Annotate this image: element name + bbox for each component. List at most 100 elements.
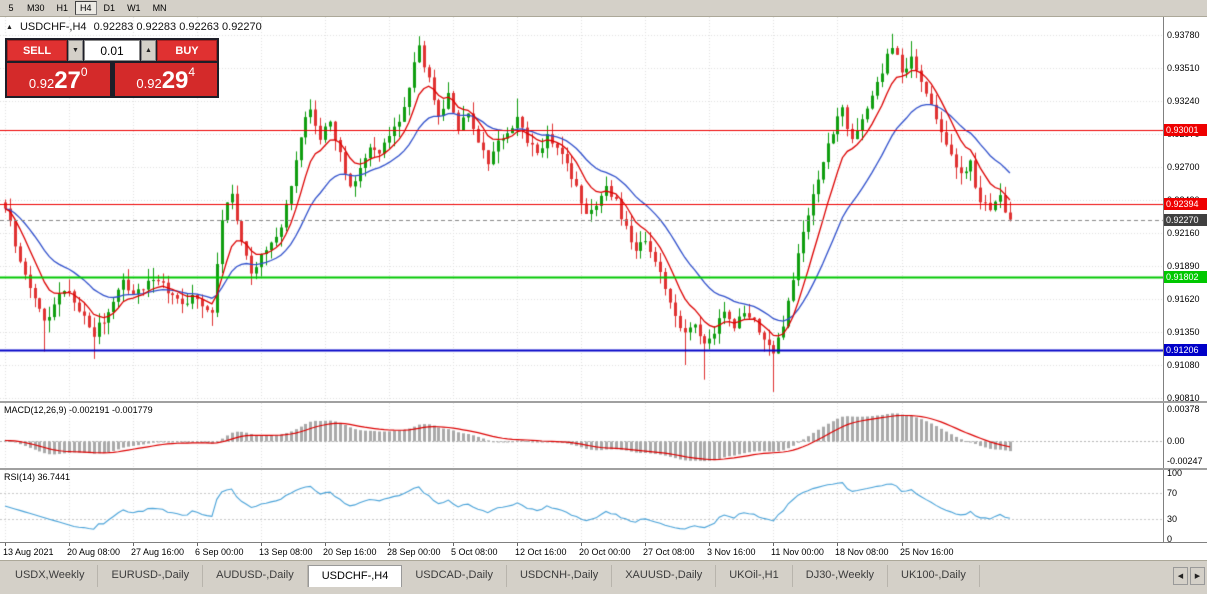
price-tick-label: 0.90810 [1167,393,1200,404]
tabs-scroll-right-button[interactable]: ▶ [1190,567,1205,585]
price-axis[interactable]: 0.937800.935100.932400.929700.927000.924… [1163,17,1207,404]
time-label: 20 Aug 08:00 [67,547,121,557]
hline-price-label: 0.91206 [1164,343,1207,356]
rsi-tick-label: 0 [1167,534,1173,545]
chart-tab-xauusd-daily[interactable]: XAUUSD-,Daily [612,565,717,587]
one-click-trading-widget: SELL ▼ ▲ BUY 0.92 27 0 0.92 [5,38,219,98]
chart-tab-dj30-weekly[interactable]: DJ30-,Weekly [793,565,889,587]
timeframe-button-5[interactable]: 5 [2,1,20,15]
time-label: 28 Sep 00:00 [387,547,441,557]
time-label: 27 Aug 16:00 [131,547,185,557]
price-tick-label: 0.92160 [1167,228,1200,238]
chart-tab-audusd-daily[interactable]: AUDUSD-,Daily [203,565,308,587]
chart-tab-usdcnh-daily[interactable]: USDCNH-,Daily [507,565,613,587]
buy-price-display[interactable]: 0.92 29 4 [114,63,217,96]
sell-price-display[interactable]: 0.92 27 0 [7,63,110,96]
time-label: 11 Nov 00:00 [771,547,824,557]
time-axis-tick [709,543,710,546]
price-tick-label: 0.91620 [1167,294,1200,304]
rsi-tick-label: 70 [1167,487,1178,498]
time-label: 13 Sep 08:00 [259,547,313,557]
rsi-pane: RSI(14) 36.7441 100 70 30 0 [0,467,1207,545]
chart-tabs-bar: USDX,Weekly EURUSD-,Daily AUDUSD-,Daily USD… [0,560,1207,594]
hline-price-label: 0.92394 [1164,198,1207,211]
time-label: 12 Oct 16:00 [515,547,567,557]
macd-tick-label: -0.00247 [1167,456,1203,467]
timeframe-button-h1[interactable]: H1 [51,1,74,15]
rsi-label: RSI(14) 36.7441 [4,472,71,482]
price-pane: ▲ USDCHF-,H4 0.92283 0.92283 0.92263 0.9… [0,17,1207,404]
buy-button[interactable]: BUY [157,40,217,61]
chart-tab-ukoil-h1[interactable]: UKOil-,H1 [716,565,793,587]
chart-ohlc-values: 0.92283 0.92283 0.92263 0.92270 [93,21,262,33]
symbol-marker-icon: ▲ [6,23,13,31]
time-axis-tick [69,543,70,546]
sell-button[interactable]: SELL [7,40,67,61]
time-axis[interactable]: 13 Aug 2021 20 Aug 08:00 27 Aug 16:00 6 Sep… [0,542,1207,560]
timeframe-button-mn[interactable]: MN [147,1,172,15]
sell-price-pips: 27 [54,67,81,94]
time-axis-tick [902,543,903,546]
macd-pane: MACD(12,26,9) -0.002191 -0.001779 0.0037… [0,403,1207,468]
chart-tab-usdchf-h4[interactable]: USDCHF-,H4 [307,565,403,587]
chart-tab-eurusd-daily[interactable]: EURUSD-,Daily [98,565,204,587]
time-axis-tick [389,543,390,546]
chart-tab-uk100-daily[interactable]: UK100-,Daily [888,565,980,587]
time-axis-tick [197,543,198,546]
time-label: 18 Nov 08:00 [835,547,889,557]
time-label: 6 Sep 00:00 [195,547,244,557]
chart-tabs: USDX,Weekly EURUSD-,Daily AUDUSD-,Daily USD… [2,565,980,587]
rsi-canvas[interactable] [0,470,1163,542]
time-label: 27 Oct 08:00 [643,547,695,557]
pane-splitter[interactable] [0,401,1207,403]
rsi-tick-label: 100 [1167,467,1183,478]
scroll-right-icon: ▶ [1194,573,1201,580]
lot-size-input[interactable] [84,40,140,61]
time-axis-tick [261,543,262,546]
macd-canvas[interactable] [0,403,1163,468]
hline-price-label: 0.93001 [1164,124,1207,137]
time-label: 3 Nov 16:00 [707,547,756,557]
lot-increase-button[interactable]: ▲ [141,40,156,61]
time-label: 13 Aug 2021 [3,547,54,557]
tabs-scroll-left-button[interactable]: ◀ [1173,567,1188,585]
price-tick-label: 0.93510 [1167,63,1200,73]
time-axis-tick [133,543,134,546]
scroll-left-icon: ◀ [1177,573,1184,580]
lot-decrease-button[interactable]: ▼ [68,40,83,61]
buy-price-base: 0.92 [136,76,162,91]
timeframe-button-d1[interactable]: D1 [98,1,121,15]
rsi-axis[interactable]: 100 70 30 0 [1163,467,1207,545]
sell-price-base: 0.92 [28,76,55,91]
current-price-label: 0.92270 [1164,213,1207,226]
timeframe-button-w1[interactable]: W1 [122,1,146,15]
trade-widget-controls: SELL ▼ ▲ BUY [7,40,217,61]
price-tick-label: 0.93240 [1167,96,1200,106]
timeframe-button-h4[interactable]: H4 [75,1,97,15]
chart-tab-usdx-weekly[interactable]: USDX,Weekly [2,565,99,587]
chart-tab-usdcad-daily[interactable]: USDCAD-,Daily [402,565,507,587]
timeframe-button-m30[interactable]: M30 [22,1,50,15]
macd-axis[interactable]: 0.00378 0.00 -0.00247 [1163,403,1207,468]
time-axis-tick [773,543,774,546]
time-axis-tick [645,543,646,546]
price-plot[interactable]: ▲ USDCHF-,H4 0.92283 0.92283 0.92263 0.9… [0,17,1163,401]
macd-plot[interactable]: MACD(12,26,9) -0.002191 -0.001779 [0,403,1163,468]
rsi-plot[interactable]: RSI(14) 36.7441 [0,470,1163,542]
sell-price-point: 0 [80,65,88,79]
chart-window: ▲ USDCHF-,H4 0.92283 0.92283 0.92263 0.9… [0,17,1207,560]
macd-label: MACD(12,26,9) -0.002191 -0.001779 [4,405,153,415]
time-label: 20 Sep 16:00 [323,547,377,557]
rsi-tick-label: 30 [1167,514,1178,525]
time-axis-tick [581,543,582,546]
time-label: 5 Oct 08:00 [451,547,498,557]
price-tick-label: 0.91080 [1167,360,1200,371]
pane-splitter[interactable] [0,468,1207,470]
trade-widget-prices: 0.92 27 0 0.92 29 4 [7,63,217,96]
price-tick-label: 0.92700 [1167,162,1200,172]
buy-price-point: 4 [188,65,196,79]
price-tick-label: 0.91350 [1167,327,1200,337]
macd-tick-label: 0.00378 [1167,403,1200,414]
price-tick-label: 0.93780 [1167,30,1200,40]
